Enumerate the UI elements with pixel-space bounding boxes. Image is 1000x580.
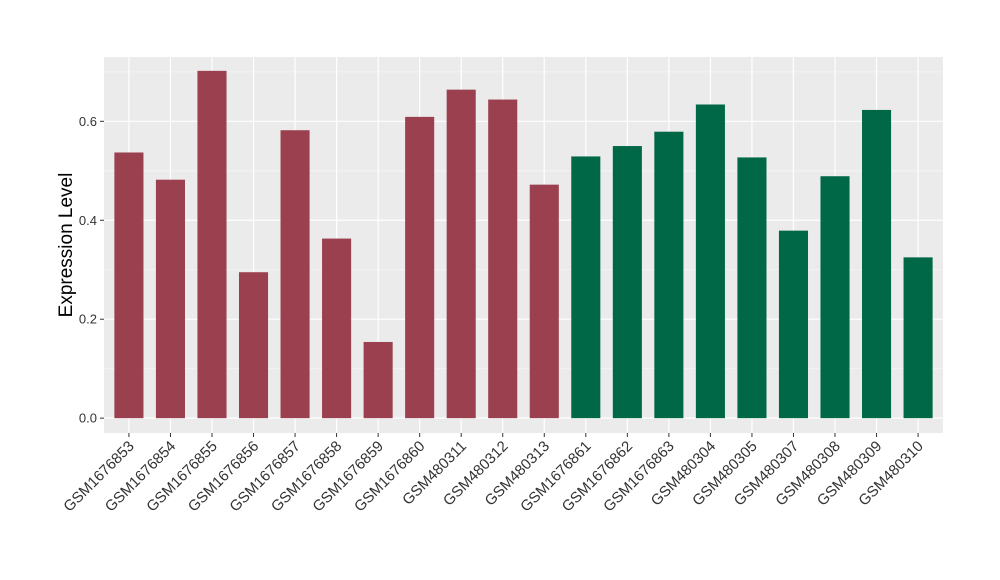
bar-gsm1676858 [322, 238, 352, 419]
bar-gsm480307 [778, 230, 809, 419]
y-tick-label: 0.2 [79, 312, 97, 327]
bar-gsm1676855 [197, 70, 227, 419]
bar-gsm1676863 [654, 131, 684, 419]
plot-panel [104, 57, 943, 433]
bar-gsm1676862 [612, 146, 642, 419]
bar-gsm480305 [737, 157, 767, 419]
bar-gsm1676859 [363, 341, 393, 419]
bar-gsm1676856 [238, 272, 269, 419]
bar-gsm480304 [695, 104, 725, 419]
bar-gsm480310 [903, 257, 933, 419]
bar-gsm1676854 [155, 179, 185, 419]
x-axis: GSM1676853GSM1676854GSM1676855GSM1676856… [60, 433, 927, 515]
bar-gsm480312 [488, 99, 518, 419]
y-axis: 0.0 0.2 0.4 0.6 [79, 114, 104, 426]
bar-gsm480311 [446, 89, 476, 419]
bar-gsm1676857 [280, 130, 310, 419]
y-tick-label: 0.6 [79, 114, 97, 129]
bar-gsm1676860 [405, 116, 435, 419]
bar-gsm480309 [862, 109, 892, 419]
bar-gsm1676861 [571, 156, 601, 419]
x-tick-label: GSM1676853 [60, 438, 137, 515]
bar-gsm1676853 [114, 152, 144, 419]
bar-gsm480308 [820, 176, 850, 419]
bars [114, 70, 933, 419]
y-axis-title: Expression Level [56, 173, 77, 318]
bar-gsm480313 [529, 184, 559, 419]
y-tick-label: 0.4 [79, 213, 97, 228]
y-tick-label: 0.0 [79, 411, 97, 426]
